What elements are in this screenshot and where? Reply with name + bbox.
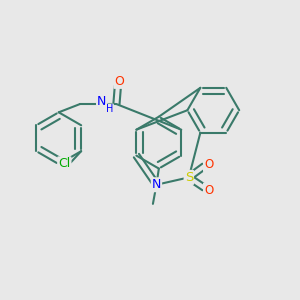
Text: S: S xyxy=(184,171,193,184)
Text: N: N xyxy=(97,95,106,108)
Text: Cl: Cl xyxy=(58,157,70,170)
Text: O: O xyxy=(204,158,213,171)
Text: H: H xyxy=(106,104,113,114)
Text: O: O xyxy=(204,184,213,196)
Text: O: O xyxy=(114,75,124,88)
Text: N: N xyxy=(152,178,161,191)
